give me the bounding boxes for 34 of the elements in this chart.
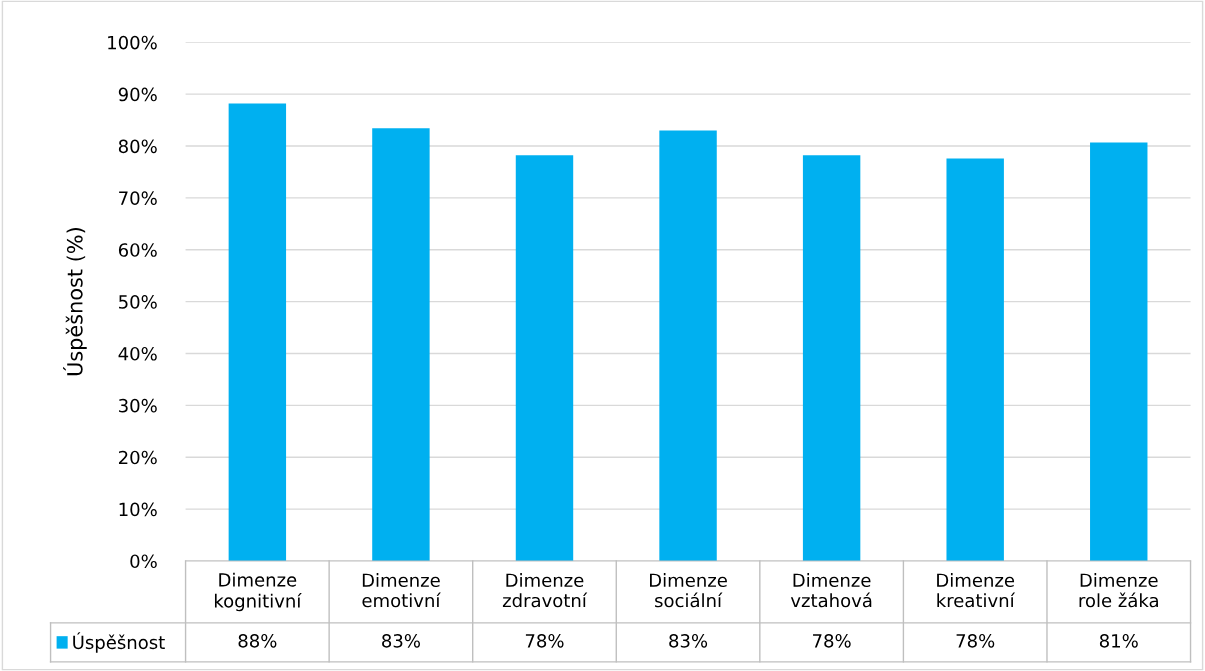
bar [515, 155, 574, 561]
x-tick-label: Dimenze zdravotní [502, 573, 588, 608]
y-tick-label: 10% [119, 502, 157, 517]
y-tick-label: 50% [119, 295, 157, 309]
data-label: 78% [956, 633, 995, 648]
x-tick-label: Dimenze vztahová [790, 573, 872, 608]
y-axis-title: Úspěšnost (%) [63, 228, 87, 376]
x-tick-label: Dimenze emotivní [362, 573, 441, 608]
y-tick-label: 100% [108, 35, 157, 50]
data-label: 88% [238, 633, 277, 648]
x-tick-label: Dimenze kognitivní [214, 572, 302, 612]
y-tick-label: 30% [119, 398, 157, 413]
bar [372, 128, 430, 561]
x-tick-label: Dimenze role žáka [1079, 573, 1158, 608]
y-tick-label: 40% [118, 346, 157, 361]
y-tick-label: 0% [130, 554, 157, 569]
legend-label: Úspěšnost [73, 632, 165, 653]
y-tick-label: 60% [118, 243, 157, 257]
y-tick-label: 20% [118, 450, 157, 465]
x-tick-label: Dimenze sociální [650, 573, 727, 608]
y-tick-label: 80% [118, 139, 157, 154]
bar [659, 130, 717, 561]
bar [228, 103, 287, 561]
bar [802, 155, 861, 561]
x-tick-label: Dimenze kreativní [937, 573, 1016, 608]
data-label: 78% [813, 633, 851, 648]
data-label: 83% [382, 633, 420, 648]
y-tick-label: 90% [118, 87, 157, 102]
bar [1090, 142, 1148, 561]
data-label: 81% [1099, 633, 1138, 648]
y-tick-label: 70% [119, 191, 157, 205]
data-label: 83% [669, 633, 708, 648]
bar [946, 158, 1004, 561]
data-label: 78% [525, 633, 564, 648]
